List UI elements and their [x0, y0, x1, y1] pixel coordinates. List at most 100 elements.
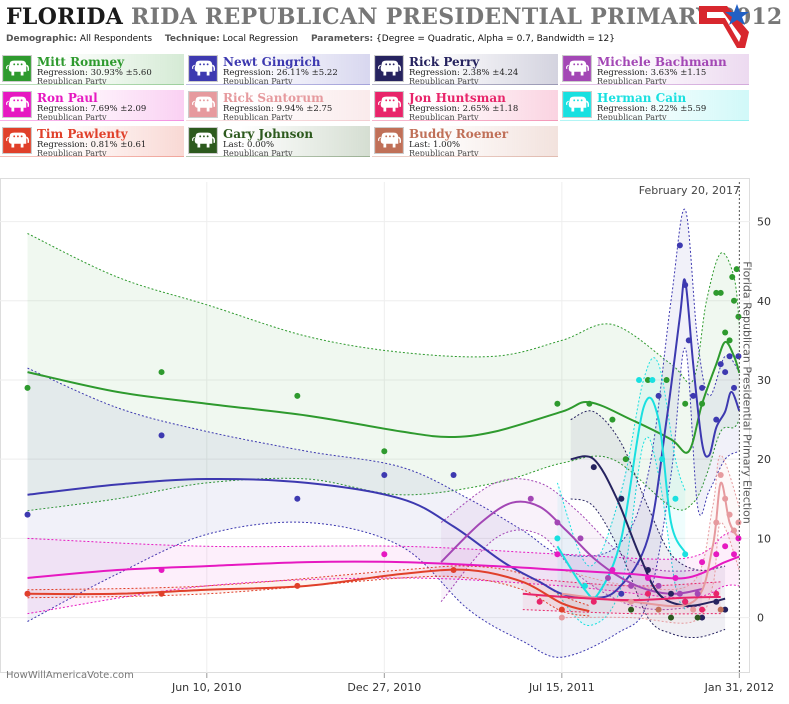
mitt-romney-point — [717, 289, 724, 296]
mitt-romney-point — [682, 400, 689, 407]
ron-paul-point — [722, 543, 729, 550]
mitt-romney-band-lower — [27, 419, 740, 512]
mitt-romney-point — [644, 376, 651, 383]
ron-paul-band-lower — [27, 577, 740, 615]
newt-gingrich-line — [27, 278, 741, 599]
jon-huntsman-point — [590, 598, 597, 605]
candidate-stat: Regression: 3.63% ±1.15 — [597, 68, 707, 78]
candidate-stat: Regression: 2.38% ±4.24 — [409, 68, 519, 78]
mitt-romney-point — [699, 400, 706, 407]
y-tick-label: 50 — [757, 216, 771, 229]
herman-cain-point — [554, 535, 561, 542]
herman-cain-line — [556, 396, 687, 600]
y-tick-label: 10 — [757, 532, 771, 545]
axes: 0 10 20 30 40 50 Jun 10, 2010 Dec 27, 2010 Jul 1… — [171, 182, 774, 694]
elephant-icon — [562, 55, 592, 82]
newt-gingrich-point — [381, 472, 388, 479]
x-tick-label: Jan 31, 2012 — [704, 681, 774, 694]
candidate-stat: Regression: 8.22% ±5.59 — [597, 104, 707, 114]
mitt-romney-point — [663, 376, 670, 383]
tim-pawlenty-band — [27, 565, 590, 616]
x-tick-label: Jul 15, 2011 — [528, 681, 595, 694]
candidate-name: Tim Pawlenty — [37, 127, 128, 141]
confidence-bands — [27, 208, 740, 658]
candidate-stat: Regression: 0.81% ±0.61 — [37, 140, 147, 150]
event-label: Florida Republican Presidential Primary … — [740, 261, 753, 524]
gary-johnson-point — [668, 614, 675, 621]
elephant-icon — [188, 55, 218, 82]
elephant-icon — [188, 91, 218, 118]
elephant-icon — [2, 55, 32, 82]
newt-gingrich-point — [690, 392, 697, 399]
ron-paul-point — [158, 567, 165, 574]
ron-paul-point — [735, 535, 742, 542]
mitt-romney-point — [733, 266, 740, 273]
candidate-jon-huntsman[interactable]: Jon Huntsman Regression: 2.65% ±1.18 Repub… — [372, 90, 558, 121]
candidate-party: Republican Party — [37, 149, 107, 157]
mitt-romney-band — [27, 233, 740, 511]
michele-bachmann-point — [577, 535, 584, 542]
mitt-romney-point — [294, 392, 301, 399]
candidate-rick-perry[interactable]: Rick Perry Regression: 2.38% ±4.24 Republi… — [372, 54, 558, 85]
newt-gingrich-point — [699, 384, 706, 391]
candidate-party: Republican Party — [223, 149, 293, 157]
newt-gingrich-point — [24, 511, 31, 518]
param-technique: Technique: Local Regression — [164, 34, 299, 44]
jon-huntsman-band-lower — [522, 609, 721, 615]
michele-bachmann-point — [676, 590, 683, 597]
candidate-party: Republican Party — [597, 113, 667, 121]
newt-gingrich-point — [713, 416, 720, 423]
rick-santorum-point — [690, 606, 697, 613]
rick-santorum-point — [628, 598, 635, 605]
rick-perry-point — [618, 495, 625, 502]
y-tick-label: 0 — [757, 612, 764, 625]
parameters-line: Demographic: All Respondents Technique: … — [6, 34, 625, 44]
candidate-herman-cain[interactable]: Herman Cain Regression: 8.22% ±5.59 Republ… — [560, 90, 749, 121]
tim-pawlenty-point — [558, 606, 565, 613]
candidate-buddy-roemer[interactable]: Buddy Roemer Last: 1.00% Republican Party — [372, 126, 558, 157]
mitt-romney-point — [731, 297, 738, 304]
candidate-party: Republican Party — [37, 77, 107, 85]
tim-pawlenty-point — [294, 582, 301, 589]
tim-pawlenty-point — [450, 567, 457, 574]
rick-perry-band — [570, 410, 726, 638]
candidate-newt-gingrich[interactable]: Newt Gingrich Regression: 26.11% ±5.22 Rep… — [186, 54, 370, 85]
herman-cain-point — [581, 582, 588, 589]
candidate-party: Republican Party — [409, 77, 479, 85]
mitt-romney-point — [158, 369, 165, 376]
ron-paul-point — [554, 551, 561, 558]
param-parameters: Parameters: {Degree = Quadratic, Alpha =… — [310, 34, 615, 44]
mitt-romney-point — [609, 416, 616, 423]
rick-santorum-point — [558, 614, 565, 621]
newt-gingrich-point — [735, 353, 742, 360]
mitt-romney-band-upper — [27, 233, 740, 384]
date-label: February 20, 2017 — [639, 184, 740, 197]
candidate-stat: Last: 1.00% — [409, 140, 461, 150]
newt-gingrich-point — [685, 337, 692, 344]
elephant-icon — [562, 91, 592, 118]
candidate-tim-pawlenty[interactable]: Tim Pawlenty Regression: 0.81% ±0.61 Repub… — [0, 126, 184, 157]
candidate-name: Newt Gingrich — [223, 55, 321, 69]
candidate-michele-bachmann[interactable]: Michele Bachmann Regression: 3.63% ±1.15 R… — [560, 54, 749, 85]
ron-paul-point — [381, 551, 388, 558]
candidate-stat: Regression: 2.65% ±1.18 — [409, 104, 519, 114]
elephant-icon — [374, 127, 404, 154]
candidate-rick-santorum[interactable]: Rick Santorum Regression: 9.94% ±2.75 Repu… — [186, 90, 370, 121]
mitt-romney-point — [622, 456, 629, 463]
plot-frame — [0, 178, 750, 673]
mitt-romney-point — [729, 274, 736, 281]
rick-perry-point — [699, 614, 706, 621]
candidate-party: Republican Party — [409, 113, 479, 121]
newt-gingrich-point — [731, 384, 738, 391]
mitt-romney-point — [24, 384, 31, 391]
candidate-gary-johnson[interactable]: Gary Johnson Last: 0.00% Republican Party — [186, 126, 370, 157]
ron-paul-band — [27, 530, 740, 614]
newt-gingrich-point — [722, 369, 729, 376]
candidate-ron-paul[interactable]: Ron Paul Regression: 7.69% ±2.09 Republica… — [0, 90, 184, 121]
candidate-mitt-romney[interactable]: Mitt Romney Regression: 30.93% ±5.60 Repub… — [0, 54, 184, 85]
rick-perry-band-lower — [570, 498, 726, 639]
michele-bachmann-point — [694, 590, 701, 597]
gary-johnson-point — [628, 606, 635, 613]
gary-johnson-point — [694, 614, 701, 621]
candidate-party: Republican Party — [597, 77, 667, 85]
